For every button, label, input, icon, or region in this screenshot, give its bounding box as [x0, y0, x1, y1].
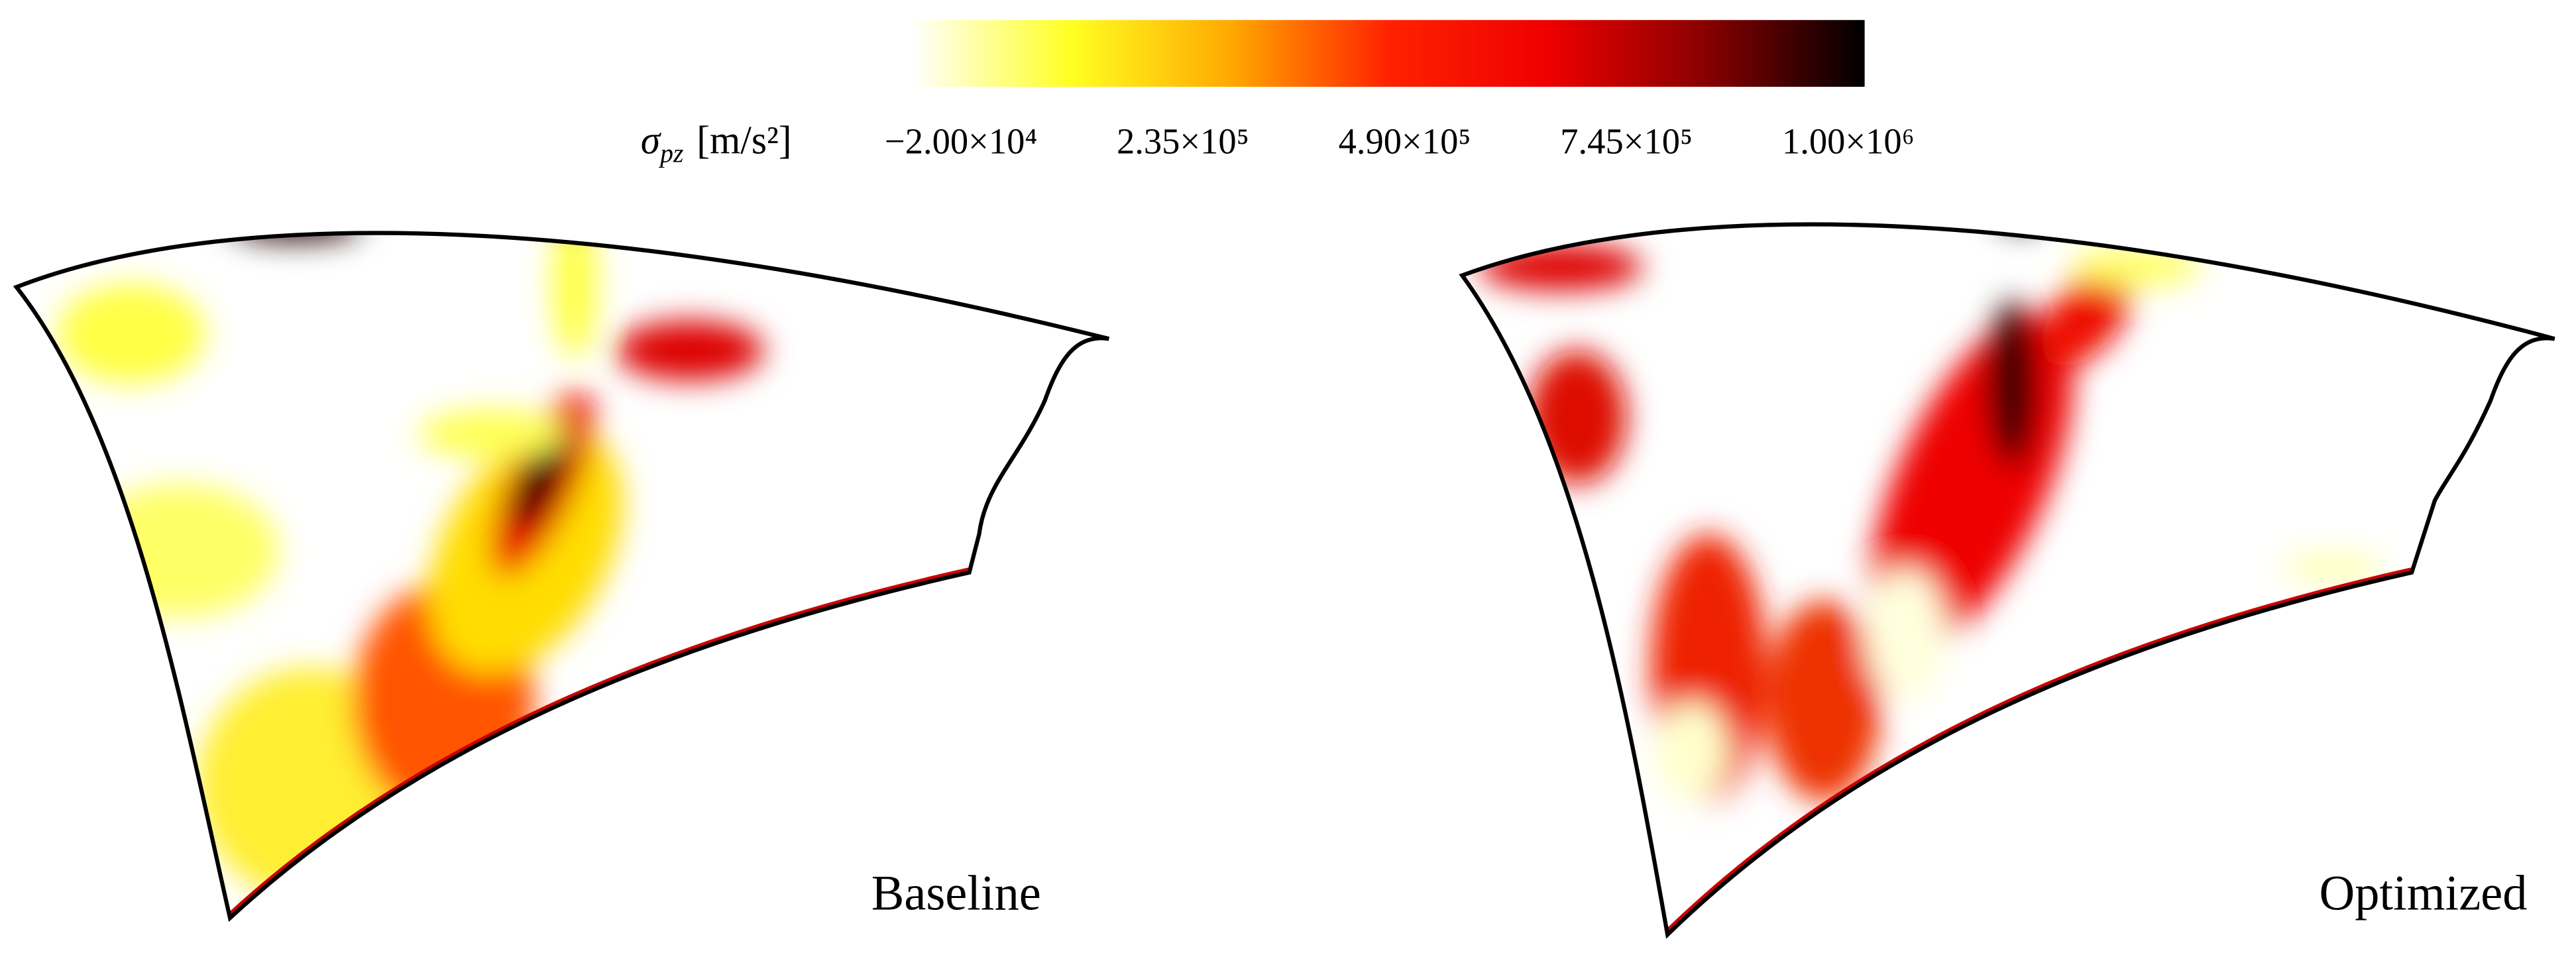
colorbar-tick-label: 1.00×10⁶: [1782, 121, 1915, 161]
contour-baseline: [16, 233, 1109, 919]
panel-label: Baseline: [871, 866, 1041, 921]
colorbar: [911, 20, 1865, 87]
colorbar-unit: [m/s²]: [697, 118, 791, 162]
blade-outline: [13, 231, 1110, 923]
colorbar-symbol: σ: [641, 118, 662, 162]
contour-optimized: [1462, 224, 2555, 935]
colorbar-tick-label: 7.45×10⁵: [1560, 121, 1693, 161]
blade-outline: [1459, 222, 2555, 939]
panel-label: Optimized: [2320, 866, 2528, 921]
colorbar-label: σpz [m/s²]: [641, 118, 792, 168]
colorbar-tick-label: 2.35×10⁵: [1117, 121, 1249, 161]
colorbar-tick-label: −2.00×10⁴: [885, 121, 1038, 161]
colorbar-subscript: pz: [658, 138, 684, 168]
colorbar-tick-label: 4.90×10⁵: [1339, 121, 1471, 161]
colorbar-ticks: −2.00×10⁴ 2.35×10⁵ 4.90×10⁵ 7.45×10⁵ 1.00×10…: [885, 121, 1915, 161]
